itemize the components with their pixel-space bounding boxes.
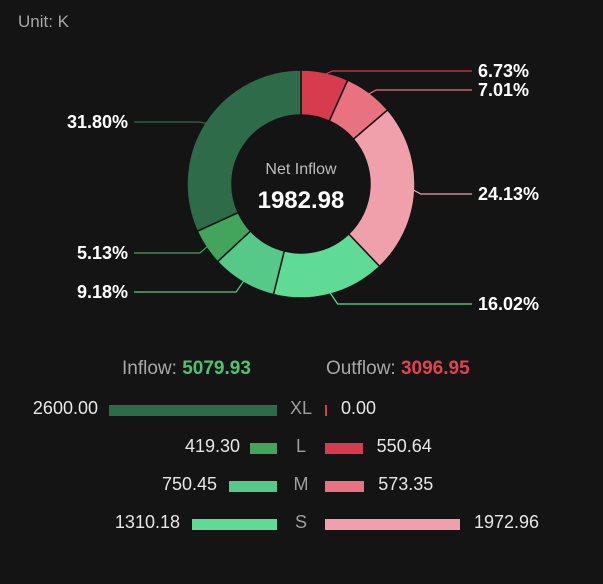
outflow-amount: 0.00 <box>341 398 377 418</box>
leader-line <box>134 245 209 254</box>
outflow-value: 3096.95 <box>400 358 470 379</box>
category-label: L <box>295 436 306 456</box>
outflow-amount: 573.35 <box>378 474 434 494</box>
leader-line <box>134 121 207 124</box>
net-inflow-donut-chart: 6.73%7.01% 24.13% 16.02% 9.18% 5.13% 31.80% N… <box>67 61 539 314</box>
slice-percent-label: 7.01% <box>478 80 529 100</box>
leader-line <box>134 280 245 293</box>
inflow-value: 5079.93 <box>182 358 251 379</box>
flow-row-l: 419.30 L 550.64 <box>0 436 603 460</box>
center-title: Net Inflow <box>265 161 337 178</box>
flow-row-m: 750.45 M 573.35 <box>0 474 603 498</box>
category-label: M <box>293 474 309 494</box>
outflow-total: Outflow: 3096.95 <box>326 358 470 380</box>
slice-percent-label: 6.73% <box>478 61 529 81</box>
donut-slice <box>186 69 302 233</box>
inflow-label: Inflow: <box>122 358 177 379</box>
inflow-bar <box>192 519 277 530</box>
inflow-amount: 419.30 <box>184 436 240 456</box>
outflow-bar <box>325 519 460 530</box>
slice-percent-label: 9.18% <box>77 282 128 302</box>
leader-line <box>367 89 472 95</box>
flow-row-xl: 2600.00 XL 0.00 <box>0 398 603 422</box>
inflow-amount: 750.45 <box>161 474 217 494</box>
leader-line <box>324 70 472 76</box>
slice-percent-label: 5.13% <box>77 243 128 263</box>
category-label: S <box>294 512 307 532</box>
inflow-amount: 1310.18 <box>114 512 180 532</box>
leader-line <box>329 291 472 305</box>
outflow-label: Outflow: <box>326 358 396 379</box>
slice-percent-label: 16.02% <box>478 294 539 314</box>
outflow-bar <box>325 443 363 454</box>
slice-percent-label: 31.80% <box>67 112 128 132</box>
outflow-amount: 550.64 <box>376 436 432 456</box>
inflow-bar <box>228 481 277 492</box>
unit-label: Unit: K <box>18 12 70 31</box>
slice-percent-label: 24.13% <box>478 184 539 204</box>
inflow-total: Inflow: 5079.93 <box>122 358 251 380</box>
leader-line <box>412 189 472 195</box>
category-label: XL <box>289 398 313 418</box>
outflow-bar <box>325 405 327 416</box>
center-net-inflow-value: 1982.98 <box>258 187 345 214</box>
outflow-amount: 1972.96 <box>474 512 540 532</box>
inflow-amount: 2600.00 <box>32 398 98 418</box>
flow-row-s: 1310.18 S 1972.96 <box>0 512 603 536</box>
flow-totals: Inflow: 5079.93 Outflow: 3096.95 <box>0 358 603 384</box>
outflow-bar <box>325 481 365 492</box>
inflow-bar <box>249 443 277 454</box>
inflow-bar <box>109 405 277 416</box>
